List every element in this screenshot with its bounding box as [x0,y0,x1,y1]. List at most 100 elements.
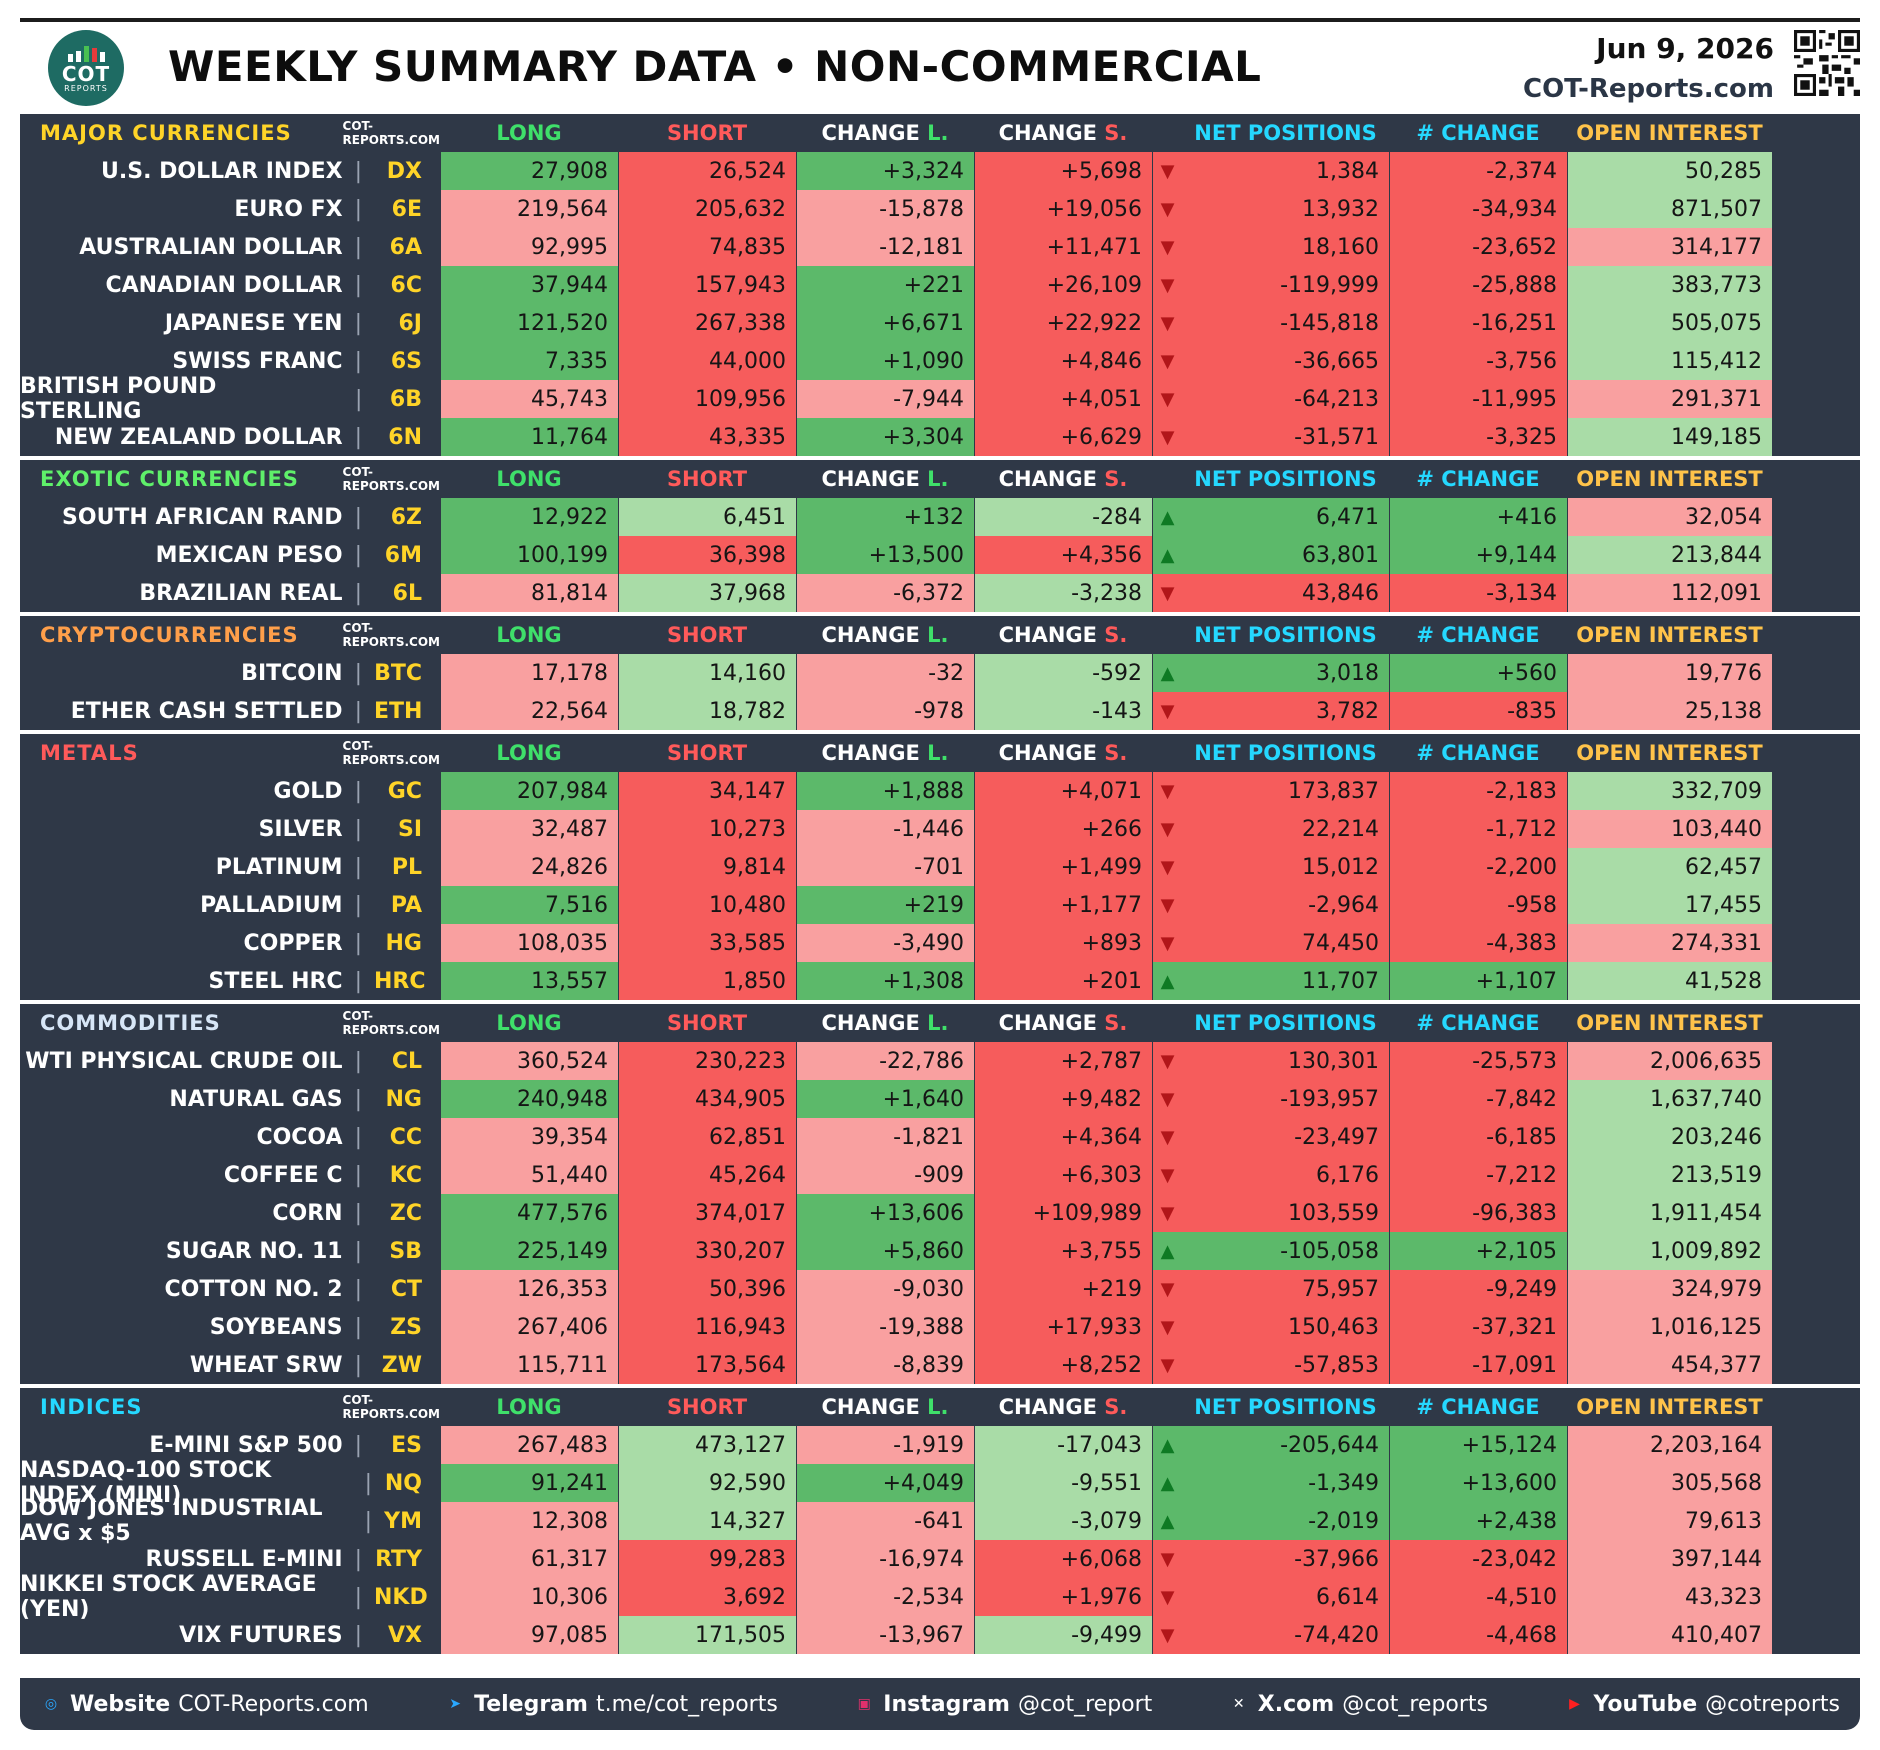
instrument-name: STEEL HRC [208,968,343,994]
section-exotic-currencies: EXOTIC CURRENCIES COT-REPORTS.COM LONG SHOR… [20,460,1860,612]
cell-change-long: +13,500 [796,536,974,574]
cell-long: 240,948 [440,1080,618,1118]
table-row: NASDAQ-100 STOCK INDEX (MINI) | NQ 91,241 92… [20,1458,1860,1508]
col-long-header: LONG [496,623,562,647]
site-link[interactable]: COT-Reports.com [1523,74,1774,104]
cell-net-positions: -205,644 [1182,1426,1389,1464]
cell-change-short: +19,056 [974,190,1152,228]
cell-short: 173,564 [618,1346,796,1384]
footer-label: Website [70,1691,171,1717]
cell-change-short: +6,068 [974,1540,1152,1578]
instrument-symbol: 6J [398,310,423,336]
footer-link-instagram[interactable]: ▣ Instagram @cot_report [853,1692,1153,1717]
table-row: GOLD | GC 207,984 34,147 +1,888 +4,071 ▼ 173,837… [20,772,1860,810]
section-commodities: COMMODITIES COT-REPORTS.COM LONG SHORT CHANG… [20,1004,1860,1384]
cell-net-change: +15,124 [1389,1426,1567,1464]
cell-open-interest: 314,177 [1567,228,1772,266]
cell-net-change: -3,134 [1389,574,1567,612]
cell-short: 116,943 [618,1308,796,1346]
instrument-cell: RUSSELL E-MINI | RTY [20,1540,440,1578]
instrument-symbol: YM [384,1508,422,1534]
separator: | [354,698,362,724]
footer: ◎ Website COT-Reports.com ➤ Telegram t.me/cot… [20,1678,1860,1730]
cell-long: 100,199 [440,536,618,574]
cell-short: 374,017 [618,1194,796,1232]
section-header-name: EXOTIC CURRENCIES COT-REPORTS.COM [20,465,440,493]
cell-long: 22,564 [440,692,618,730]
cell-short: 50,396 [618,1270,796,1308]
instrument-symbol: GC [387,778,422,804]
table-row: SOUTH AFRICAN RAND | 6Z 12,922 6,451 +132 -284… [20,498,1860,536]
cell-open-interest: 43,323 [1567,1578,1772,1616]
table-row: PLATINUM | PL 24,826 9,814 -701 +1,499 ▼ 15,012-… [20,848,1860,886]
col-header-prefix: CHANGE [821,741,928,765]
cell-open-interest: 112,091 [1567,574,1772,612]
cell-net-positions: 63,801 [1182,536,1389,574]
cell-net-positions: 130,301 [1182,1042,1389,1080]
cell-change-long: +221 [796,266,974,304]
instrument-symbol: CL [391,1048,422,1074]
cell-open-interest: 1,016,125 [1567,1308,1772,1346]
cell-change-short: +4,846 [974,342,1152,380]
cell-change-long: -909 [796,1156,974,1194]
source-label: COT-REPORTS.COM [342,119,441,147]
cell-change-long: +6,671 [796,304,974,342]
table-row: AUSTRALIAN DOLLAR | 6A 92,995 74,835 -12,181 +… [20,228,1860,266]
arrow-down-icon: ▼ [1152,886,1182,924]
footer-link-telegram[interactable]: ➤ Telegram t.me/cot_reports [444,1692,778,1717]
cell-change-long: +13,606 [796,1194,974,1232]
table-row: BRITISH POUND STERLING | 6B 45,743 109,956 -7… [20,374,1860,424]
separator: | [354,1124,362,1150]
cell-change-short: +9,482 [974,1080,1152,1118]
cell-change-long: -6,372 [796,574,974,612]
cell-net-change: +2,105 [1389,1232,1567,1270]
cell-change-long: -641 [796,1502,974,1540]
cell-short: 34,147 [618,772,796,810]
cell-net-change: +416 [1389,498,1567,536]
footer-link-website[interactable]: ◎ Website COT-Reports.com [40,1692,369,1717]
cell-long: 121,520 [440,304,618,342]
table-row: COCOA | CC 39,354 62,851 -1,821 +4,364 ▼ -23,497… [20,1118,1860,1156]
instrument-cell: COTTON NO. 2 | CT [20,1270,440,1308]
instrument-cell: ETHER CASH SETTLED | ETH [20,692,440,730]
col-header-suffix: L. [927,467,949,491]
col-net-change-header: # CHANGE [1416,1395,1540,1419]
instrument-cell: SUGAR NO. 11 | SB [20,1232,440,1270]
cell-long: 108,035 [440,924,618,962]
instrument-cell: NATURAL GAS | NG [20,1080,440,1118]
cell-short: 6,451 [618,498,796,536]
cell-short: 14,160 [618,654,796,692]
footer-link-youtube[interactable]: ▶ YouTube @cotreports [1564,1692,1840,1717]
instrument-symbol: HRC [374,968,426,994]
cell-open-interest: 1,637,740 [1567,1080,1772,1118]
report-date: Jun 9, 2026 [1596,32,1774,65]
cell-short: 157,943 [618,266,796,304]
cell-net-positions: -23,497 [1182,1118,1389,1156]
qr-code-icon[interactable] [1794,30,1860,96]
cell-net-change: +2,438 [1389,1502,1567,1540]
cell-change-long: +1,090 [796,342,974,380]
footer-link-x-com[interactable]: ✕ X.com @cot_reports [1228,1692,1488,1717]
section-header: MAJOR CURRENCIES COT-REPORTS.COM LONG SHORT… [20,114,1860,152]
cell-net-change: -7,212 [1389,1156,1567,1194]
cell-short: 36,398 [618,536,796,574]
separator: | [354,1584,362,1610]
cell-long: 45,743 [440,380,618,418]
col-open-interest-header: OPEN INTEREST [1576,1395,1763,1419]
table-row: RUSSELL E-MINI | RTY 61,317 99,283 -16,974 +6,… [20,1540,1860,1578]
cell-net-change: -1,712 [1389,810,1567,848]
section-header: INDICES COT-REPORTS.COM LONG SHORT CHANGE L.… [20,1388,1860,1426]
instrument-cell: BITCOIN | BTC [20,654,440,692]
arrow-down-icon: ▼ [1152,1042,1182,1080]
cell-long: 61,317 [440,1540,618,1578]
instrument-cell: PLATINUM | PL [20,848,440,886]
cell-change-long: -7,944 [796,380,974,418]
instrument-cell: CORN | ZC [20,1194,440,1232]
cell-open-interest: 32,054 [1567,498,1772,536]
cell-short: 74,835 [618,228,796,266]
footer-value: t.me/cot_reports [595,1691,778,1717]
cell-open-interest: 454,377 [1567,1346,1772,1384]
instrument-symbol: ZC [389,1200,422,1226]
col-short-header: SHORT [666,1395,748,1419]
separator: | [354,348,362,374]
